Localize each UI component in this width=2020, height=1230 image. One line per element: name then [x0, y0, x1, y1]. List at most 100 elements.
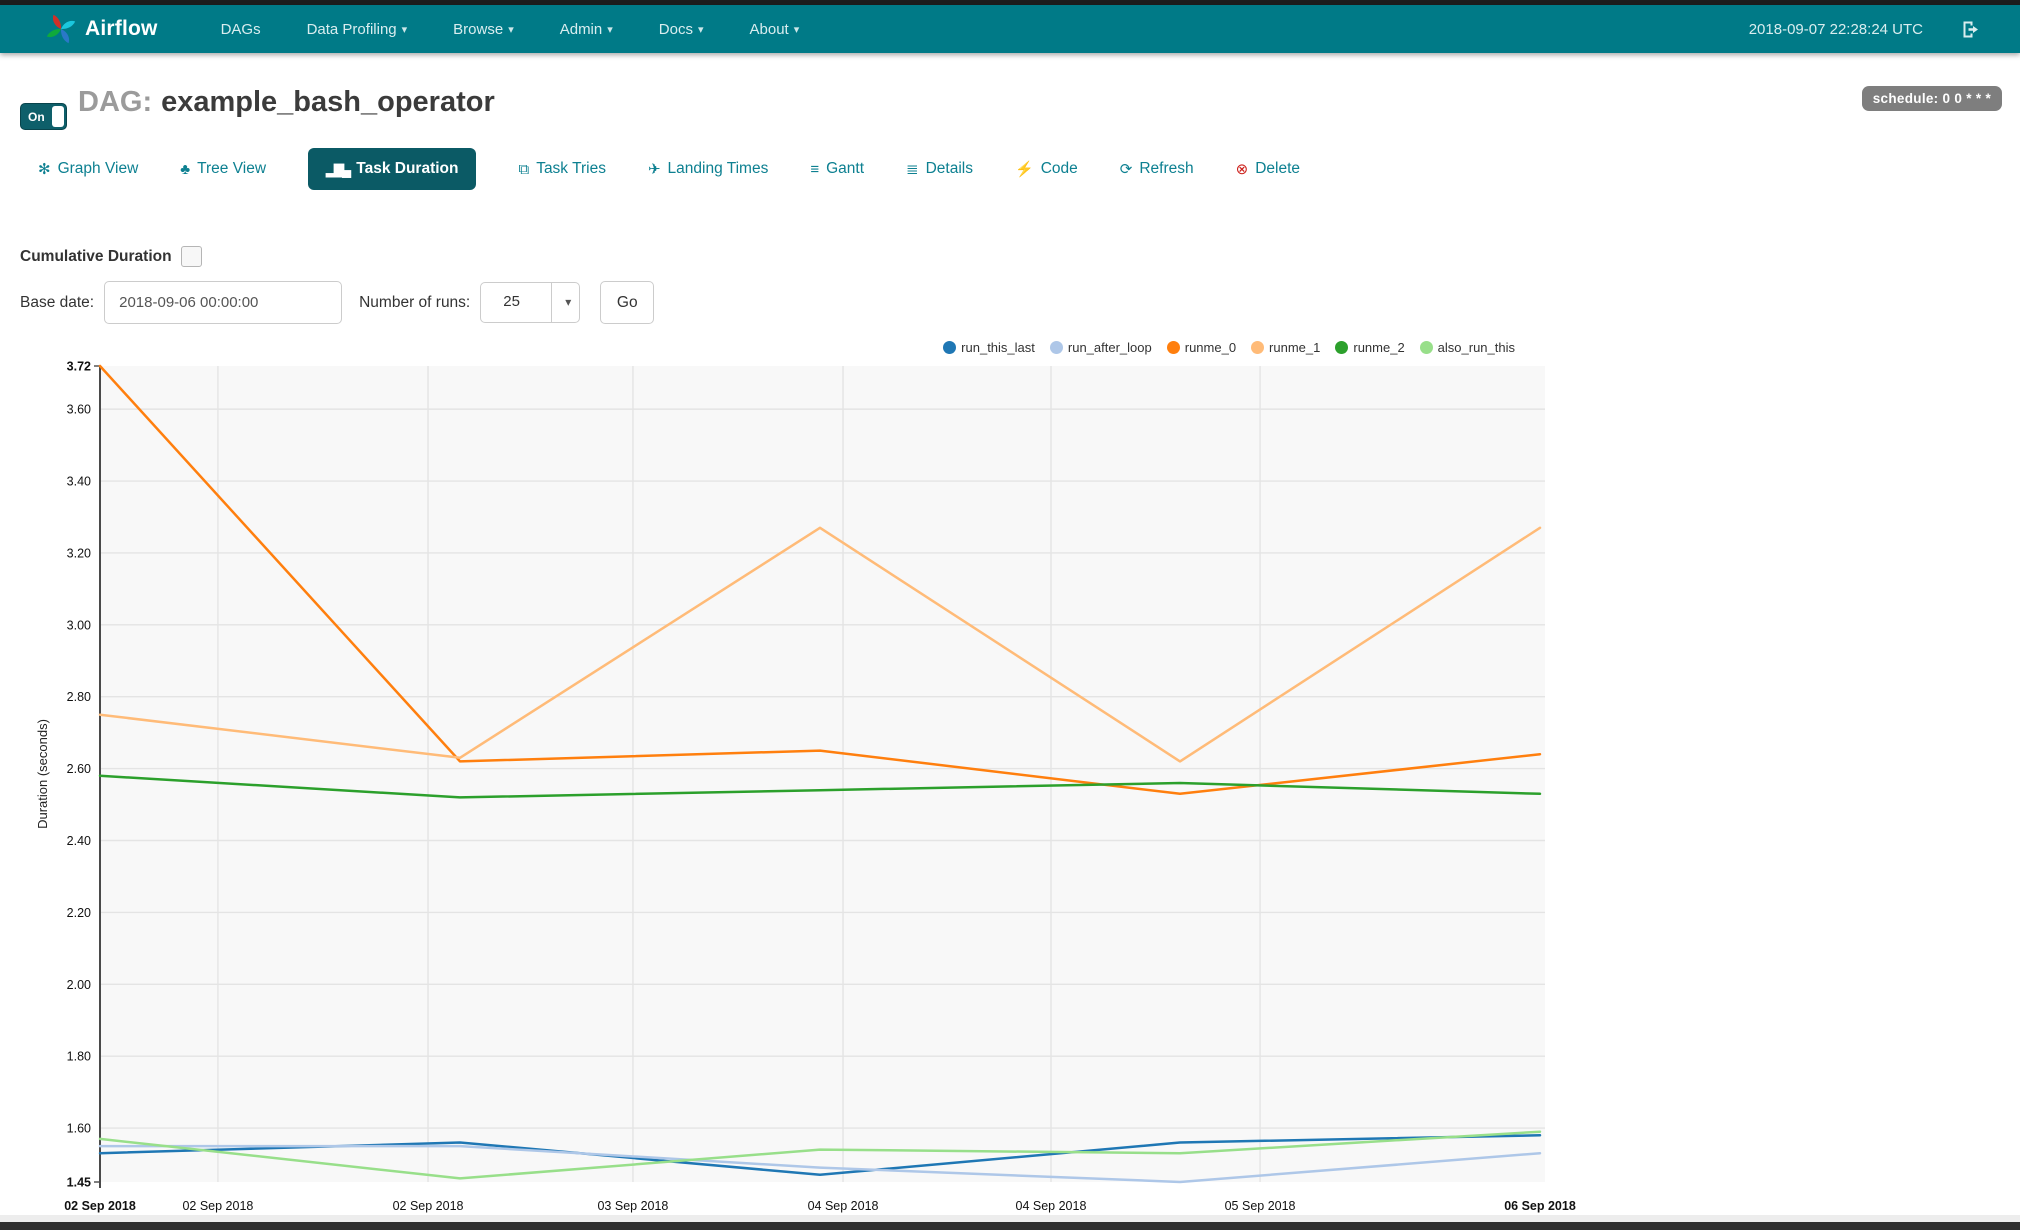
- y-axis-label: 1.45: [67, 1176, 91, 1190]
- y-axis-label: 3.72: [67, 360, 91, 374]
- tab-task-duration[interactable]: ▂▇▄ Task Duration: [308, 148, 477, 190]
- tree-icon: ♣: [180, 160, 191, 178]
- circle-x-icon: ⊗: [1235, 160, 1249, 178]
- y-axis-title: Duration (seconds): [35, 719, 50, 829]
- cumulative-duration-checkbox[interactable]: [180, 246, 202, 267]
- y-axis-label: 3.40: [67, 475, 91, 489]
- tab-delete[interactable]: ⊗ Delete: [1236, 160, 1300, 178]
- tab-details[interactable]: ≣ Details: [906, 160, 973, 178]
- logout-icon[interactable]: [1961, 20, 1980, 39]
- navbar-item-browse[interactable]: Browse ▾: [453, 20, 514, 38]
- line-chart-canvas: 3.72 3.60 3.40 3.20 3.00 2.80 2.60 2.40 2.20 2.00…: [35, 360, 1576, 1214]
- tab-code[interactable]: ⚡ Code: [1015, 160, 1078, 178]
- go-button[interactable]: Go: [600, 281, 655, 324]
- legend-label: also_run_this: [1437, 340, 1515, 355]
- navbar-right: 2018-09-07 22:28:24 UTC: [1749, 20, 2020, 39]
- plot-background: [100, 366, 1545, 1182]
- legend-label: run_after_loop: [1067, 340, 1152, 355]
- navbar-item-data-profiling[interactable]: Data Profiling ▾: [306, 20, 408, 38]
- tab-tree-view[interactable]: ♣ Tree View: [180, 160, 266, 178]
- dag-prefix: DAG:: [78, 86, 153, 118]
- chevron-down-icon: ▾: [607, 23, 613, 36]
- tab-label: Tree View: [197, 160, 267, 177]
- legend-item-runme_0[interactable]: runme_0: [1166, 340, 1236, 355]
- dag-on-off-toggle[interactable]: On: [20, 103, 67, 130]
- tab-task-tries[interactable]: ⧉ Task Tries: [518, 160, 605, 178]
- legend-dot-icon: [1335, 341, 1349, 354]
- legend-dot-icon: [1049, 341, 1063, 354]
- x-axis-label: 05 Sep 2018: [1225, 1199, 1296, 1213]
- legend-item-runme_1[interactable]: runme_1: [1251, 340, 1320, 355]
- navbar-item-admin[interactable]: Admin ▾: [559, 20, 613, 38]
- bolt-icon: ⚡: [1015, 160, 1034, 178]
- legend-dot-icon: [1166, 341, 1180, 354]
- dag-view-tabs: ✻ Graph View ♣ Tree View ▂▇▄ Task Duration ⧉ Ta…: [38, 148, 1342, 190]
- schedule-badge: schedule: 0 0 * * *: [1861, 86, 2002, 111]
- y-axis-label: 3.20: [67, 546, 91, 560]
- y-axis-label: 3.00: [67, 618, 91, 632]
- chart-legend: run_this_last run_after_loop runme_0 runme_…: [928, 340, 1515, 355]
- y-axis-label: 2.80: [67, 690, 91, 704]
- tab-refresh[interactable]: ⟳ Refresh: [1120, 160, 1194, 178]
- number-of-runs-select[interactable]: 25 ▾: [480, 282, 581, 323]
- tab-label: Code: [1040, 160, 1078, 177]
- y-axis-label: 2.40: [67, 834, 91, 848]
- chevron-down-icon: ▾: [508, 23, 514, 36]
- y-axis-label: 1.80: [67, 1050, 91, 1064]
- copy-icon: ⧉: [518, 160, 530, 178]
- number-of-runs-value: 25: [503, 293, 520, 310]
- chart-controls-row: Base date: Number of runs: 25 ▾ Go: [20, 280, 655, 325]
- utc-clock: 2018-09-07 22:28:24 UTC: [1748, 20, 1923, 38]
- legend-item-also_run_this[interactable]: also_run_this: [1419, 340, 1515, 355]
- plane-icon: ✈: [647, 160, 661, 178]
- navbar-item-about[interactable]: About ▾: [749, 20, 800, 38]
- dag-id: example_bash_operator: [161, 86, 495, 118]
- series-line-runme_1: [98, 526, 1542, 763]
- y-axis-label: 1.60: [67, 1122, 91, 1136]
- navbar: Airflow DAGs Data Profiling ▾ Browse ▾ Admin ▾…: [0, 5, 2020, 53]
- select-divider: [551, 283, 553, 322]
- tab-graph-view[interactable]: ✻ Graph View: [38, 160, 138, 178]
- legend-item-runme_2[interactable]: runme_2: [1335, 340, 1405, 355]
- y-axis-label: 3.60: [67, 403, 91, 417]
- y-axis-label: 2.00: [67, 978, 91, 992]
- chevron-down-icon: ▾: [401, 23, 408, 36]
- airflow-pinwheel-logo: [46, 14, 76, 44]
- legend-item-run_this_last[interactable]: run_this_last: [943, 340, 1035, 355]
- tab-label: Task Duration: [356, 160, 459, 177]
- legend-dot-icon: [943, 341, 957, 354]
- list-icon: ≣: [906, 160, 919, 178]
- window-top-edge: [0, 0, 2020, 5]
- x-axis-label: 03 Sep 2018: [597, 1199, 668, 1213]
- cumulative-duration-label: Cumulative Duration: [20, 247, 172, 265]
- tab-label: Delete: [1255, 160, 1300, 177]
- chevron-down-icon: ▾: [565, 295, 572, 309]
- tab-label: Task Tries: [536, 160, 606, 177]
- brand-title: Airflow: [85, 17, 158, 40]
- bar-chart-icon: ▂▇▄: [326, 161, 351, 177]
- legend-label: run_this_last: [961, 340, 1035, 355]
- airflow-brand[interactable]: Airflow: [46, 14, 158, 44]
- base-date-input[interactable]: [104, 281, 343, 324]
- y-axis-label: 2.60: [67, 762, 91, 776]
- chevron-down-icon: ▾: [793, 23, 800, 36]
- base-date-label: Base date:: [20, 293, 95, 311]
- task-duration-chart: 3.72 3.60 3.40 3.20 3.00 2.80 2.60 2.40 2.20 2.00…: [0, 330, 2020, 1215]
- legend-dot-icon: [1251, 341, 1265, 354]
- x-axis-label: 02 Sep 2018: [182, 1199, 253, 1213]
- tab-landing-times[interactable]: ✈ Landing Times: [648, 160, 768, 178]
- series-line-run_after_loop: [98, 1144, 1542, 1184]
- series-line-runme_2: [98, 774, 1542, 799]
- toggle-knob: [52, 106, 64, 127]
- tab-gantt[interactable]: ≡ Gantt: [810, 160, 864, 178]
- legend-dot-icon: [1419, 341, 1433, 354]
- page-title: DAG: example_bash_operator: [78, 86, 495, 119]
- series-line-runme_0: [98, 364, 1542, 796]
- cumulative-duration-row: Cumulative Duration: [20, 246, 202, 267]
- navbar-item-docs[interactable]: Docs ▾: [658, 20, 704, 38]
- tab-label: Landing Times: [667, 160, 769, 177]
- y-axis-label: 2.20: [67, 906, 91, 920]
- navbar-item-dags[interactable]: DAGs: [220, 20, 261, 38]
- legend-item-run_after_loop[interactable]: run_after_loop: [1049, 340, 1152, 355]
